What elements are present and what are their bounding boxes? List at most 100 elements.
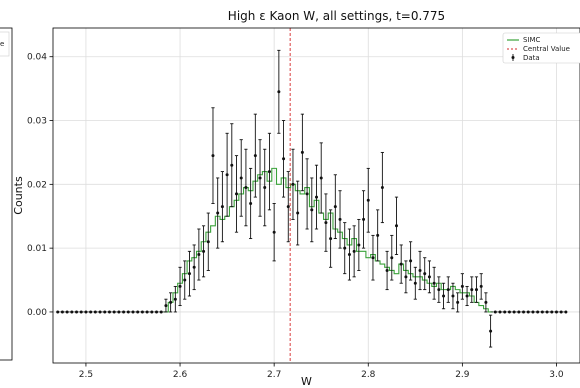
left-panel-frame [0, 27, 13, 361]
y-tick-label: 0.01 [27, 244, 47, 254]
data-point [347, 253, 351, 257]
data-point [235, 192, 239, 196]
data-point [371, 256, 375, 260]
data-point [192, 265, 196, 269]
x-tick-label: 2.9 [455, 370, 470, 380]
legend-box [502, 32, 580, 64]
data-point [286, 205, 290, 209]
data-point [197, 253, 201, 257]
x-tick-label: 2.8 [361, 370, 376, 380]
x-axis-label: W [301, 375, 312, 388]
data-point [324, 221, 328, 225]
data-point [470, 288, 474, 292]
left-panel-legend-box [0, 31, 10, 57]
data-point [489, 329, 493, 333]
ticks: 2.5 2.6 2.7 2.8 2.9 3.0 0.00 0.01 0.02 0.03 0.04 [27, 53, 564, 380]
data-point [366, 198, 370, 202]
data-point [187, 272, 191, 276]
data-point [244, 186, 248, 190]
data-point [442, 294, 446, 298]
data-point [352, 249, 356, 253]
data-point [225, 173, 229, 177]
plot-frame [52, 27, 580, 364]
data-point [423, 272, 427, 276]
left-panel: e [0, 27, 13, 361]
data-point [409, 259, 413, 263]
data-point [253, 154, 257, 158]
data-point [296, 211, 300, 215]
data-point [277, 90, 281, 94]
data-point [291, 182, 295, 186]
data-point [474, 288, 478, 292]
legend-data-swatch [511, 54, 515, 61]
legend-data-point [511, 56, 515, 59]
data-point [211, 154, 215, 158]
data-point [202, 249, 206, 253]
data-point [183, 278, 187, 282]
data-point [216, 211, 220, 215]
data-point [413, 281, 417, 285]
data-point [164, 304, 168, 308]
data-point [432, 281, 436, 285]
legend-simc-label: SIMC [523, 36, 541, 44]
data-point [263, 186, 267, 190]
data-point [282, 157, 286, 161]
data-point [427, 275, 431, 279]
data-point [357, 243, 361, 247]
data-point [394, 224, 398, 228]
left-panel-text: e [0, 40, 4, 48]
x-tick-label: 2.5 [79, 370, 93, 380]
data-point [418, 268, 422, 272]
data-point [390, 256, 394, 260]
data-point [169, 300, 173, 304]
data-point [376, 233, 380, 237]
data-point [220, 205, 224, 209]
legend: SIMC Central Value Data [502, 32, 580, 64]
data-point [451, 294, 455, 298]
data-point [239, 176, 243, 180]
data-point [385, 268, 389, 272]
data-point [173, 297, 177, 301]
data-point [456, 300, 460, 304]
data-point [267, 170, 271, 174]
y-axis-label: Counts [12, 176, 25, 215]
data-point [272, 230, 276, 234]
data-point [404, 275, 408, 279]
data-point [380, 186, 384, 190]
data-point [310, 208, 314, 212]
data-point [329, 237, 333, 241]
data-point [437, 288, 441, 292]
y-tick-label: 0.03 [27, 117, 47, 127]
legend-central-label: Central Value [523, 45, 570, 53]
data-point [484, 300, 488, 304]
data-point [315, 195, 318, 199]
legend-data-label: Data [523, 54, 540, 62]
data-point [249, 201, 253, 205]
data-point [178, 284, 182, 288]
x-tick-label: 3.0 [549, 370, 564, 380]
y-tick-label: 0.00 [27, 308, 47, 318]
data-point [230, 163, 234, 167]
data-point [258, 176, 262, 180]
data-point [333, 205, 337, 209]
y-tick-label: 0.02 [27, 180, 47, 190]
data-point [206, 240, 210, 244]
data-point [305, 192, 309, 196]
x-tick-label: 2.6 [173, 370, 188, 380]
chart-title: High ε Kaon W, all settings, t=0.775 [228, 9, 445, 23]
data-point [362, 217, 366, 221]
data-point [300, 150, 304, 154]
grid [53, 28, 580, 363]
y-tick-label: 0.04 [27, 53, 47, 63]
data-point [338, 217, 342, 221]
data-point [465, 294, 469, 298]
data-point [343, 246, 347, 250]
data-point [319, 176, 323, 180]
series-layer [56, 28, 568, 363]
data-point [399, 262, 403, 266]
data-point [460, 284, 464, 288]
data-point [479, 284, 483, 288]
x-tick-label: 2.7 [267, 370, 281, 380]
data-point [446, 288, 450, 292]
